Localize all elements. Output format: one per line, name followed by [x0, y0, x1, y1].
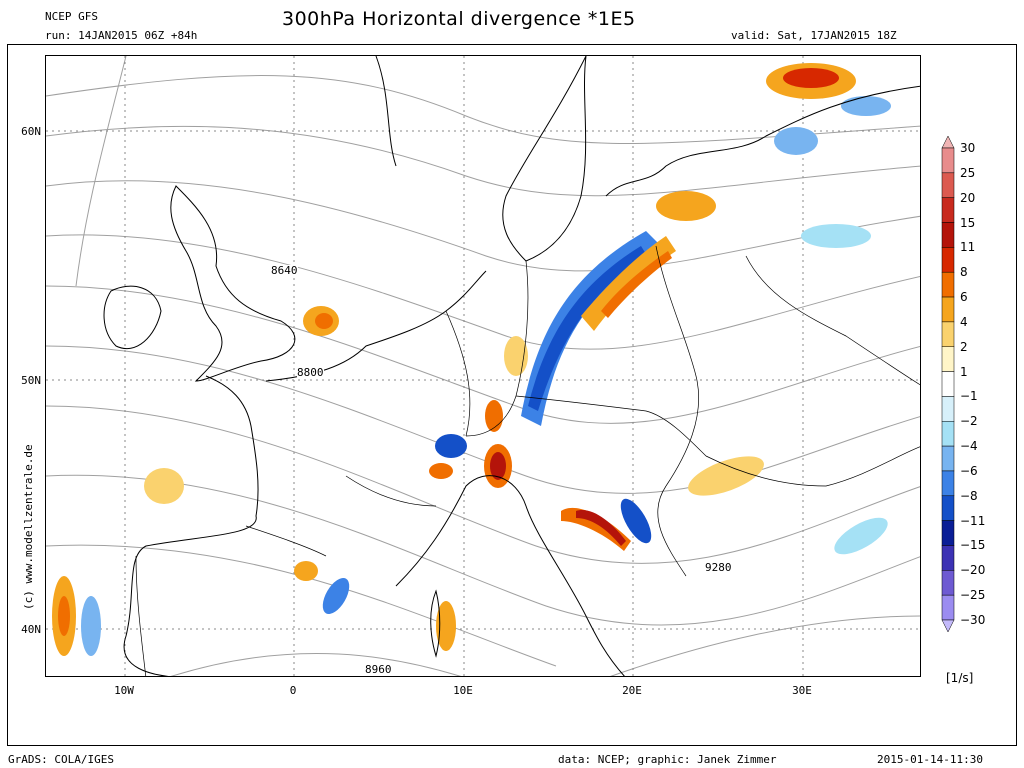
colorbar-top-arrow	[941, 136, 955, 149]
colorbar-swatch	[941, 520, 955, 546]
contour-label-8800: 8800	[297, 366, 324, 379]
contour-label-8960: 8960	[365, 663, 392, 676]
colorbar-level-label: −20	[960, 563, 986, 578]
credit-text: (c) www.modellzentrale.de	[22, 444, 35, 610]
colorbar-level-label: −1	[960, 389, 978, 404]
colorbar-swatch	[941, 296, 955, 323]
lat-label-60n: 60N	[21, 125, 41, 138]
colorbar-swatch	[941, 247, 955, 273]
colorbar-level-label: 11	[960, 240, 976, 255]
chart-title: 300hPa Horizontal divergence *1E5	[282, 8, 636, 30]
height-contours	[46, 56, 920, 676]
colorbar-swatch	[941, 421, 955, 447]
valid-time-label: valid: Sat, 17JAN2015 18Z	[731, 29, 897, 42]
colorbar-level-label: −6	[960, 463, 978, 478]
divergence-map: 8640 8800 8960 9280	[45, 55, 921, 677]
model-label: NCEP GFS	[45, 10, 98, 23]
contour-label-9280: 9280	[705, 561, 732, 574]
country-borders	[135, 245, 920, 676]
divergence-shading	[52, 63, 891, 656]
run-label: run: 14JAN2015 06Z +84h	[45, 29, 198, 42]
colorbar-swatch	[941, 470, 955, 497]
colorbar-level-label: −8	[960, 488, 978, 503]
colorbar-level-label: −30	[960, 613, 986, 627]
coastlines	[103, 56, 920, 676]
colorbar-level-label: 4	[960, 314, 968, 329]
colorbar-units: [1/s]	[946, 671, 974, 685]
data-source: data: NCEP; graphic: Janek Zimmer	[558, 753, 777, 766]
lon-label-0: 0	[289, 684, 297, 697]
colorbar	[941, 136, 955, 632]
lon-label-30e: 30E	[792, 684, 812, 697]
lon-label-10w: 10W	[114, 684, 134, 697]
colorbar-swatch	[941, 396, 955, 422]
colorbar-level-label: −2	[960, 414, 978, 429]
grads-credit: GrADS: COLA/IGES	[8, 753, 114, 766]
colorbar-level-label: −11	[960, 513, 986, 528]
colorbar-swatch	[941, 172, 955, 198]
plot-frame	[7, 44, 1017, 746]
colorbar-level-label: 25	[960, 165, 976, 180]
colorbar-level-label: 1	[960, 364, 968, 379]
colorbar-level-label: −4	[960, 439, 978, 454]
colorbar-level-label: −15	[960, 538, 986, 553]
colorbar-swatch	[941, 222, 955, 248]
colorbar-swatch	[941, 147, 955, 174]
colorbar-level-label: 30	[960, 141, 976, 155]
colorbar-level-label: −25	[960, 588, 986, 603]
colorbar-level-label: 20	[960, 190, 976, 205]
lon-label-10e: 10E	[453, 684, 473, 697]
colorbar-level-label: 2	[960, 339, 968, 354]
colorbar-level-label: 8	[960, 265, 968, 280]
colorbar-swatch	[941, 545, 955, 571]
colorbar-swatch	[941, 445, 955, 472]
colorbar-swatch	[941, 197, 955, 223]
colorbar-swatch	[941, 321, 955, 347]
colorbar-level-label: 15	[960, 215, 976, 230]
timestamp: 2015-01-14-11:30	[877, 753, 983, 766]
lat-label-40n: 40N	[21, 623, 41, 636]
colorbar-swatch	[941, 495, 955, 521]
lon-label-20e: 20E	[622, 684, 642, 697]
contour-label-8640: 8640	[271, 264, 298, 277]
map-graphics	[46, 56, 920, 676]
colorbar-swatch	[941, 346, 955, 372]
colorbar-bottom-arrow	[941, 619, 955, 632]
colorbar-swatch	[941, 570, 955, 596]
colorbar-swatch	[941, 371, 955, 397]
lat-label-50n: 50N	[21, 374, 41, 387]
colorbar-level-label: 6	[960, 290, 968, 305]
colorbar-swatch	[941, 594, 955, 621]
colorbar-swatch	[941, 271, 955, 298]
graticule	[46, 56, 920, 676]
